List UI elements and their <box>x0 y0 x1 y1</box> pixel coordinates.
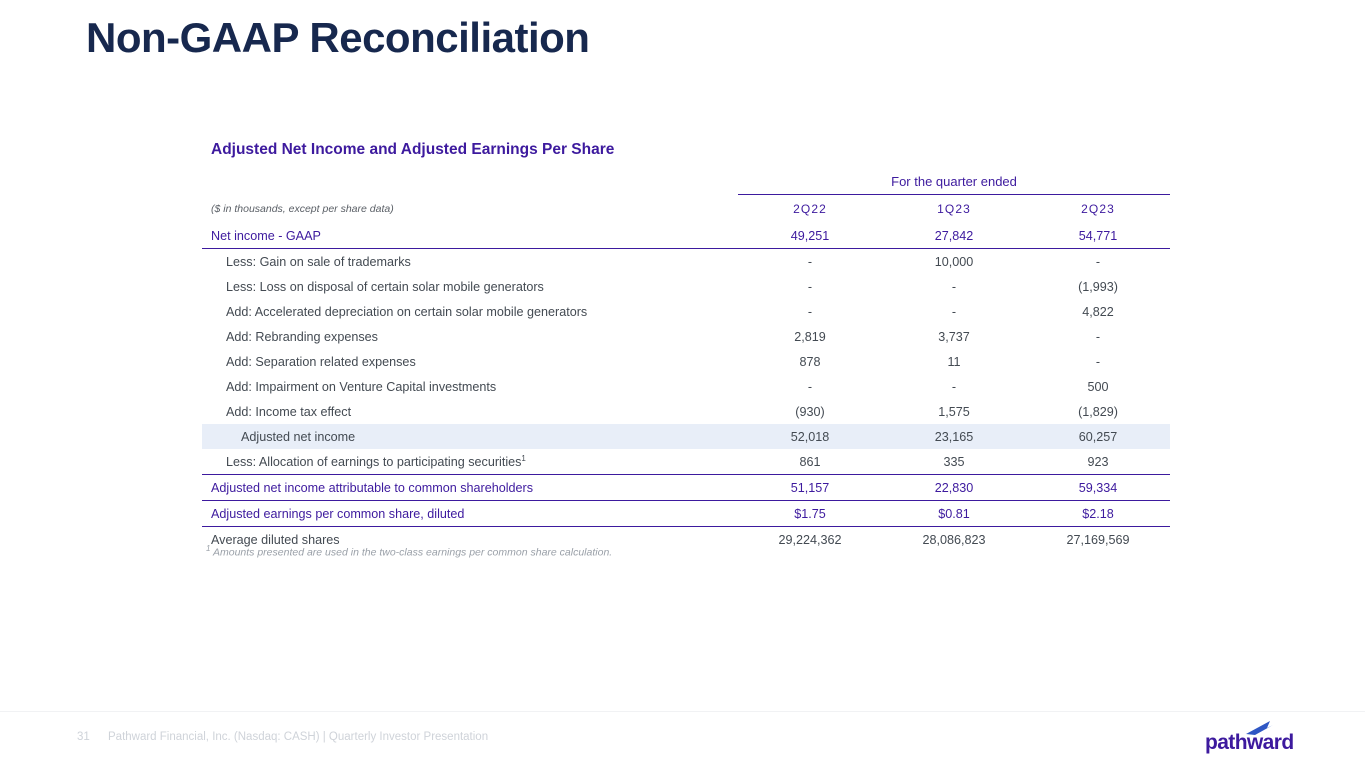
row-value-2q22: 861 <box>738 449 882 475</box>
section-heading: Adjusted Net Income and Adjusted Earning… <box>211 141 615 158</box>
table-row: Less: Gain on sale of trademarks - 10,00… <box>202 249 1170 275</box>
row-value-2q23: - <box>1095 329 1101 344</box>
row-value-2q23: 500 <box>1087 379 1109 394</box>
group-header-row: For the quarter ended <box>202 170 1171 195</box>
row-label: Add: Income tax effect <box>226 404 352 419</box>
row-label: Less: Loss on disposal of certain solar … <box>226 279 544 294</box>
row-value-2q23: 54,771 <box>1026 223 1171 249</box>
table-row: Average diluted shares 29,224,362 28,086… <box>202 527 1170 553</box>
row-value-1q23: - <box>951 304 957 319</box>
row-value-1q23: 22,830 <box>882 474 1026 501</box>
group-header-spacer <box>202 170 738 195</box>
row-value-2q23: 4,822 <box>1082 304 1114 319</box>
table-row: Add: Income tax effect (930) 1,575 (1,82… <box>202 399 1170 424</box>
row-value-2q22: - <box>807 279 813 294</box>
row-label: Adjusted earnings per common share, dilu… <box>202 500 738 527</box>
row-value-2q22: 878 <box>799 354 821 369</box>
footer-divider <box>0 711 1365 712</box>
group-header-for-the-quarter-ended: For the quarter ended <box>738 170 1171 195</box>
row-value-2q22: 49,251 <box>738 223 882 249</box>
row-label: Adjusted net income attributable to comm… <box>202 474 738 501</box>
row-value-2q22: - <box>807 379 813 394</box>
unit-note: ($ in thousands, except per share data) <box>211 202 394 215</box>
row-label: Less: Allocation of earnings to particip… <box>202 449 738 475</box>
column-header-row: ($ in thousands, except per share data) … <box>202 195 1170 224</box>
row-value-2q22: 29,224,362 <box>778 532 842 547</box>
row-value-1q23: 1,575 <box>938 404 970 419</box>
row-label: Add: Impairment on Venture Capital inves… <box>226 379 497 394</box>
row-value-2q22: 52,018 <box>738 424 882 449</box>
table-row: Add: Accelerated depreciation on certain… <box>202 299 1170 324</box>
row-value-2q23: 60,257 <box>1026 424 1171 449</box>
row-value-2q23: - <box>1095 354 1101 369</box>
row-value-1q23: 335 <box>882 449 1026 475</box>
row-value-1q23: 11 <box>947 354 961 369</box>
table-row: Adjusted earnings per common share, dilu… <box>202 500 1171 527</box>
row-value-2q23: (1,829) <box>1078 404 1118 419</box>
table-row: Adjusted net income attributable to comm… <box>202 474 1171 501</box>
row-label: Net income - GAAP <box>202 223 738 249</box>
row-value-1q23: 3,737 <box>938 329 970 344</box>
column-header-2q22: 2Q22 <box>793 202 827 216</box>
row-value-2q23: 27,169,569 <box>1066 532 1130 547</box>
footnote-marker-icon: 1 <box>206 544 211 553</box>
footnote: 1 Amounts presented are used in the two-… <box>206 544 612 559</box>
row-label: Add: Separation related expenses <box>226 354 416 369</box>
row-value-1q23: 27,842 <box>882 223 1026 249</box>
table-row-highlighted: Adjusted net income 52,018 23,165 60,257 <box>202 424 1171 449</box>
column-header-1q23: 1Q23 <box>937 202 971 216</box>
footer-caption: Pathward Financial, Inc. (Nasdaq: CASH) … <box>108 731 489 743</box>
column-header-2q23: 2Q23 <box>1081 202 1115 216</box>
row-value-1q23: 10,000 <box>934 254 974 269</box>
row-value-1q23: 28,086,823 <box>922 532 986 547</box>
row-value-2q23: 923 <box>1026 449 1171 475</box>
row-value-1q23: 23,165 <box>882 424 1026 449</box>
row-label: Adjusted net income <box>202 424 738 449</box>
footnote-marker: 1 <box>521 453 526 463</box>
row-value-2q23: 59,334 <box>1026 474 1171 501</box>
row-value-2q22: - <box>807 254 813 269</box>
row-value-2q23: - <box>1095 254 1101 269</box>
row-label: Add: Accelerated depreciation on certain… <box>226 304 588 319</box>
row-value-1q23: $0.81 <box>882 500 1026 527</box>
row-value-2q22: - <box>807 304 813 319</box>
page-title: Non-GAAP Reconciliation <box>86 14 590 61</box>
table-row: Less: Loss on disposal of certain solar … <box>202 274 1170 299</box>
footer-page-number: 31 <box>77 731 90 743</box>
logo-wordmark: pathward <box>1205 731 1294 754</box>
row-value-2q22: (930) <box>795 404 825 419</box>
row-value-1q23: - <box>951 279 957 294</box>
row-value-2q23: $2.18 <box>1026 500 1171 527</box>
footnote-text: Amounts presented are used in the two-cl… <box>212 546 613 559</box>
pathward-logo: pathward <box>1205 721 1301 756</box>
row-value-2q22: $1.75 <box>738 500 882 527</box>
table-row: Add: Separation related expenses 878 11 … <box>202 349 1170 374</box>
row-value-1q23: - <box>951 379 957 394</box>
swoosh-icon <box>1246 721 1273 735</box>
reconciliation-table-wrapper: For the quarter ended ($ in thousands, e… <box>202 170 1171 553</box>
table-row: Add: Impairment on Venture Capital inves… <box>202 374 1170 399</box>
reconciliation-table: For the quarter ended ($ in thousands, e… <box>202 170 1171 553</box>
table-row: Net income - GAAP 49,251 27,842 54,771 <box>202 223 1171 249</box>
row-value-2q22: 51,157 <box>738 474 882 501</box>
table-head: For the quarter ended ($ in thousands, e… <box>202 170 1171 224</box>
row-label-text: Less: Allocation of earnings to particip… <box>226 455 522 470</box>
row-label: Add: Rebranding expenses <box>226 329 378 344</box>
table-body: Net income - GAAP 49,251 27,842 54,771 L… <box>202 223 1171 553</box>
row-label: Less: Gain on sale of trademarks <box>226 254 411 269</box>
row-label: Average diluted shares <box>211 532 340 547</box>
table-row: Less: Allocation of earnings to particip… <box>202 449 1171 475</box>
table-row: Add: Rebranding expenses 2,819 3,737 - <box>202 324 1170 349</box>
row-value-2q22: 2,819 <box>794 329 826 344</box>
row-value-2q23: (1,993) <box>1078 279 1118 294</box>
